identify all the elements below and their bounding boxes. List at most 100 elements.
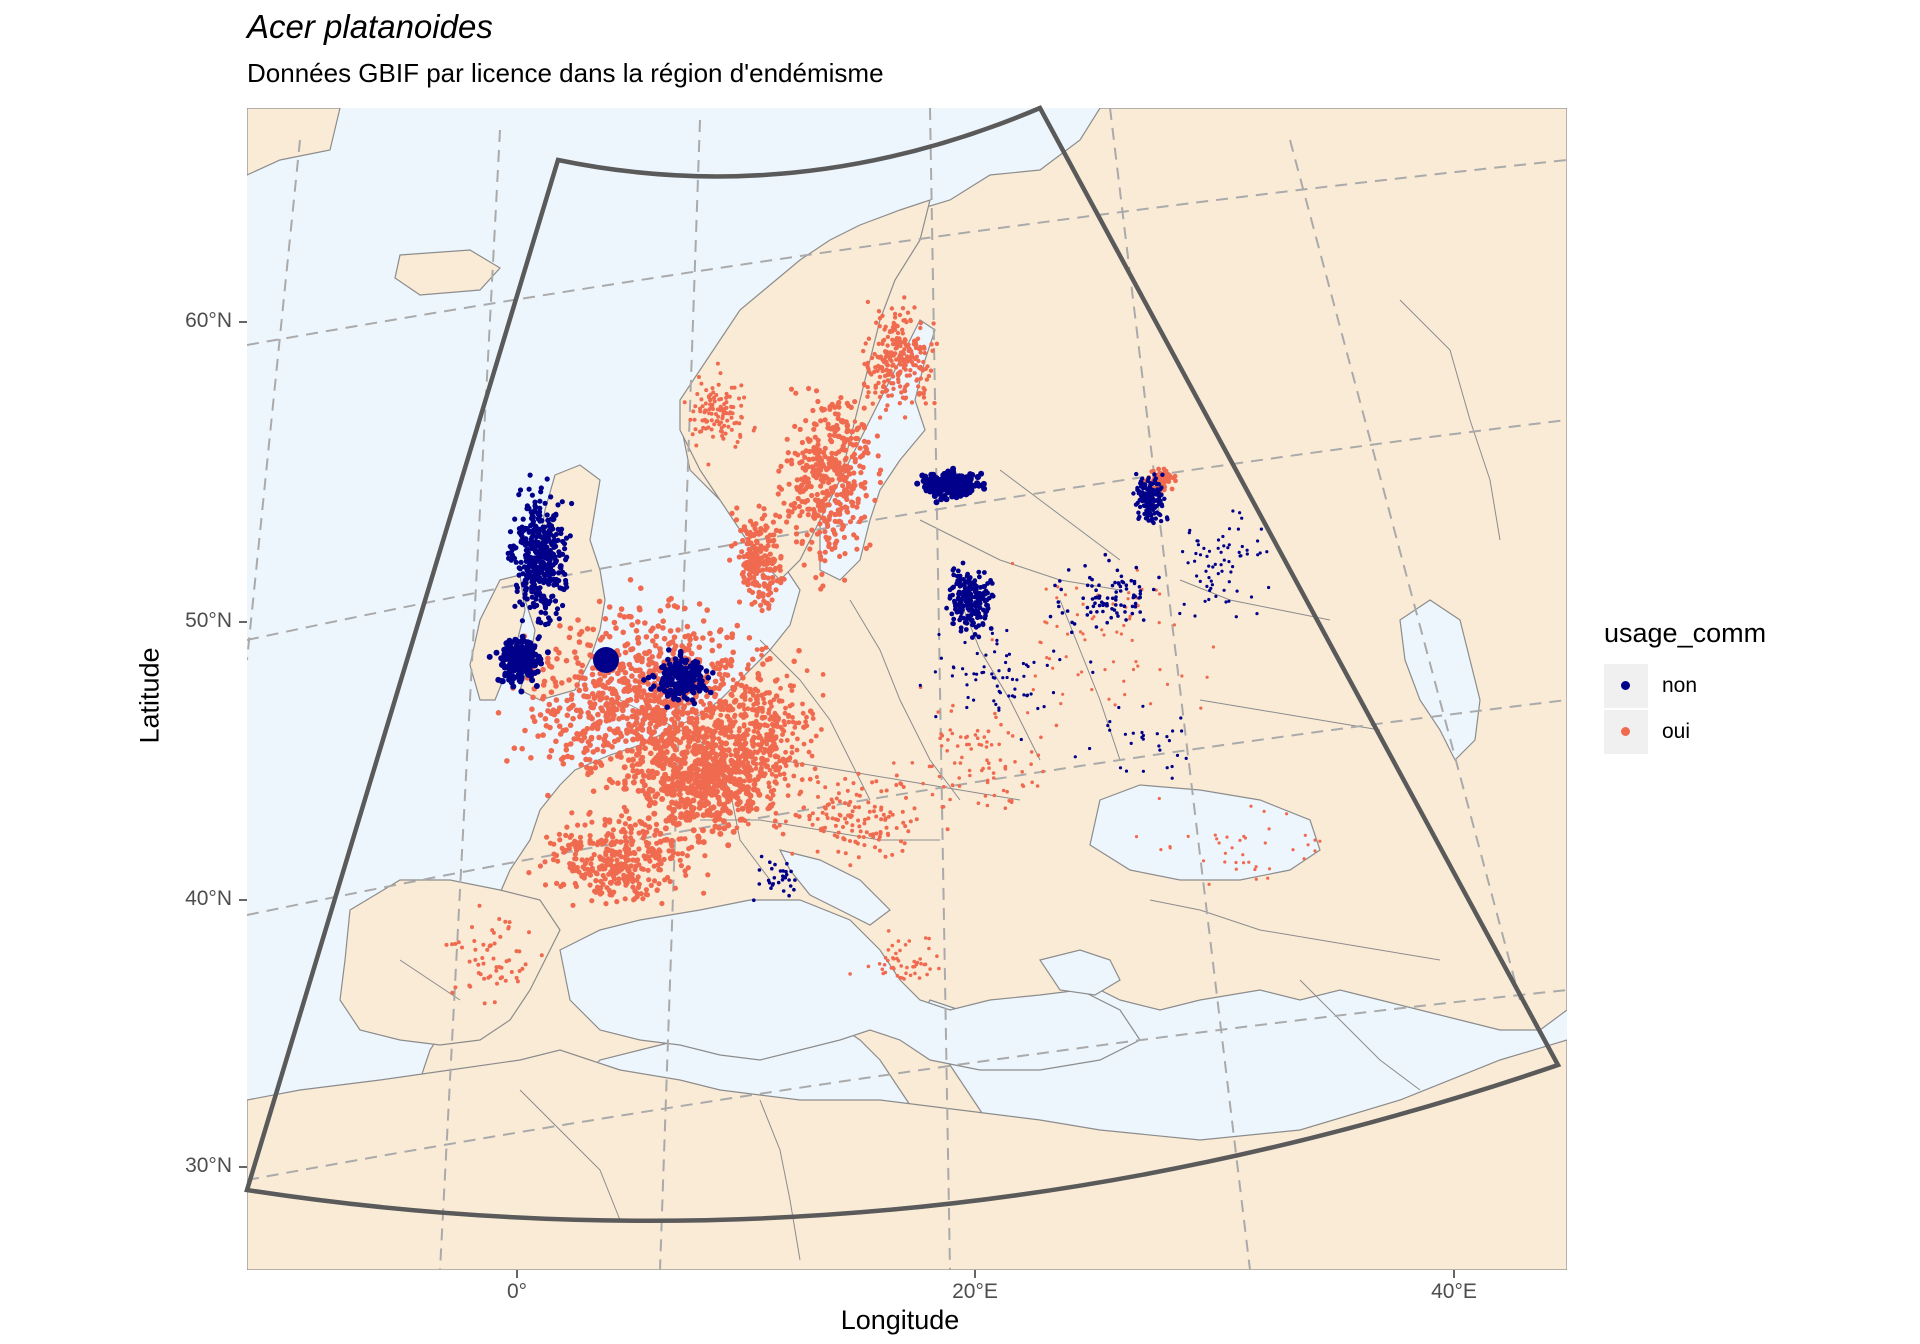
occurrence-point-oui: [985, 778, 990, 783]
occurrence-point-oui: [714, 764, 720, 770]
occurrence-point-non: [679, 656, 685, 663]
occurrence-point-oui: [861, 485, 868, 491]
occurrence-point-oui: [694, 443, 699, 448]
occurrence-point-oui: [556, 650, 562, 656]
occurrence-point-oui: [682, 400, 687, 405]
occurrence-point-oui: [752, 781, 758, 787]
occurrence-point-oui: [969, 747, 973, 751]
occurrence-point-oui: [753, 521, 759, 527]
occurrence-point-oui: [883, 354, 889, 359]
occurrence-point-oui: [985, 758, 989, 762]
occurrence-point-oui: [607, 892, 613, 898]
occurrence-point-oui: [941, 805, 946, 809]
occurrence-point-oui: [586, 714, 592, 720]
occurrence-point-oui: [630, 878, 636, 885]
occurrence-point-non: [513, 559, 519, 565]
occurrence-point-oui: [629, 748, 635, 754]
occurrence-point-non: [517, 660, 524, 667]
occurrence-point-oui: [686, 633, 693, 640]
occurrence-point-oui: [600, 748, 607, 755]
occurrence-point-oui: [764, 764, 770, 770]
occurrence-point-oui: [1207, 882, 1211, 887]
occurrence-point-oui: [766, 605, 772, 611]
occurrence-point-non: [534, 602, 540, 609]
occurrence-point-oui: [622, 821, 629, 827]
occurrence-point-oui: [833, 823, 838, 828]
occurrence-point-oui: [645, 681, 651, 687]
occurrence-point-oui: [890, 852, 895, 857]
occurrence-point-oui: [918, 376, 923, 381]
occurrence-point-oui: [815, 398, 821, 405]
occurrence-point-oui: [958, 735, 963, 739]
occurrence-point-oui: [687, 768, 694, 775]
occurrence-point-oui: [937, 966, 941, 971]
occurrence-point-non: [976, 611, 981, 616]
occurrence-point-oui: [577, 845, 583, 851]
occurrence-point-oui: [606, 726, 613, 732]
occurrence-point-oui: [671, 646, 677, 653]
occurrence-point-oui: [682, 633, 688, 640]
occurrence-point-oui: [636, 846, 642, 852]
occurrence-point-oui: [852, 419, 858, 424]
occurrence-point-oui: [836, 433, 842, 439]
occurrence-point-oui: [843, 776, 848, 781]
occurrence-point-oui: [481, 961, 486, 966]
occurrence-point-oui: [567, 861, 573, 867]
occurrence-point-oui: [741, 722, 747, 727]
occurrence-point-oui: [714, 720, 720, 726]
occurrence-point-non: [985, 581, 990, 586]
occurrence-point-oui: [624, 641, 631, 647]
occurrence-point-oui: [900, 848, 905, 853]
occurrence-point-oui: [662, 825, 669, 832]
occurrence-point-oui: [652, 642, 659, 649]
occurrence-point-non: [708, 689, 714, 696]
occurrence-point-oui: [745, 727, 751, 733]
occurrence-point-oui: [788, 386, 795, 392]
occurrence-point-oui: [721, 757, 727, 762]
occurrence-point-oui: [862, 843, 867, 848]
occurrence-point-oui: [1078, 630, 1083, 634]
occurrence-point-oui: [785, 793, 791, 798]
occurrence-point-non: [522, 595, 528, 601]
occurrence-point-oui: [886, 368, 891, 374]
occurrence-point-oui: [908, 354, 914, 359]
occurrence-point-oui: [1010, 561, 1015, 566]
occurrence-point-oui: [823, 785, 828, 790]
occurrence-point-oui: [691, 721, 698, 728]
occurrence-point-oui: [1103, 668, 1107, 672]
occurrence-point-oui: [987, 766, 991, 770]
occurrence-point-oui: [756, 790, 761, 796]
occurrence-point-oui: [734, 505, 740, 511]
occurrence-point-oui: [882, 963, 887, 967]
occurrence-point-oui: [838, 491, 844, 497]
occurrence-point-non: [688, 668, 695, 675]
occurrence-point-oui: [635, 745, 642, 751]
occurrence-point-oui: [652, 832, 658, 838]
occurrence-point-non: [681, 694, 688, 700]
occurrence-point-oui: [895, 330, 901, 336]
occurrence-point-oui: [877, 324, 882, 329]
occurrence-point-non: [1164, 515, 1170, 520]
occurrence-point-oui: [802, 467, 809, 473]
occurrence-point-oui: [1063, 593, 1067, 597]
occurrence-point-oui: [1234, 860, 1238, 865]
occurrence-point-non: [693, 666, 699, 673]
occurrence-point-oui: [605, 831, 611, 837]
occurrence-point-oui: [594, 746, 601, 753]
occurrence-point-oui: [874, 779, 879, 784]
occurrence-point-oui: [1170, 475, 1176, 481]
occurrence-point-oui: [630, 884, 636, 890]
occurrence-point-oui: [701, 793, 708, 800]
occurrence-point-oui: [635, 636, 641, 642]
occurrence-point-oui: [690, 827, 697, 834]
occurrence-point-oui: [634, 894, 640, 900]
occurrence-point-oui: [823, 825, 827, 830]
occurrence-point-oui: [742, 818, 748, 824]
occurrence-point-oui: [678, 781, 684, 788]
occurrence-point-oui: [717, 830, 724, 837]
occurrence-point-oui: [1134, 660, 1138, 664]
occurrence-point-non: [545, 579, 551, 585]
occurrence-point-oui: [630, 756, 636, 763]
occurrence-point-oui: [591, 852, 597, 858]
occurrence-point-oui: [759, 772, 765, 778]
